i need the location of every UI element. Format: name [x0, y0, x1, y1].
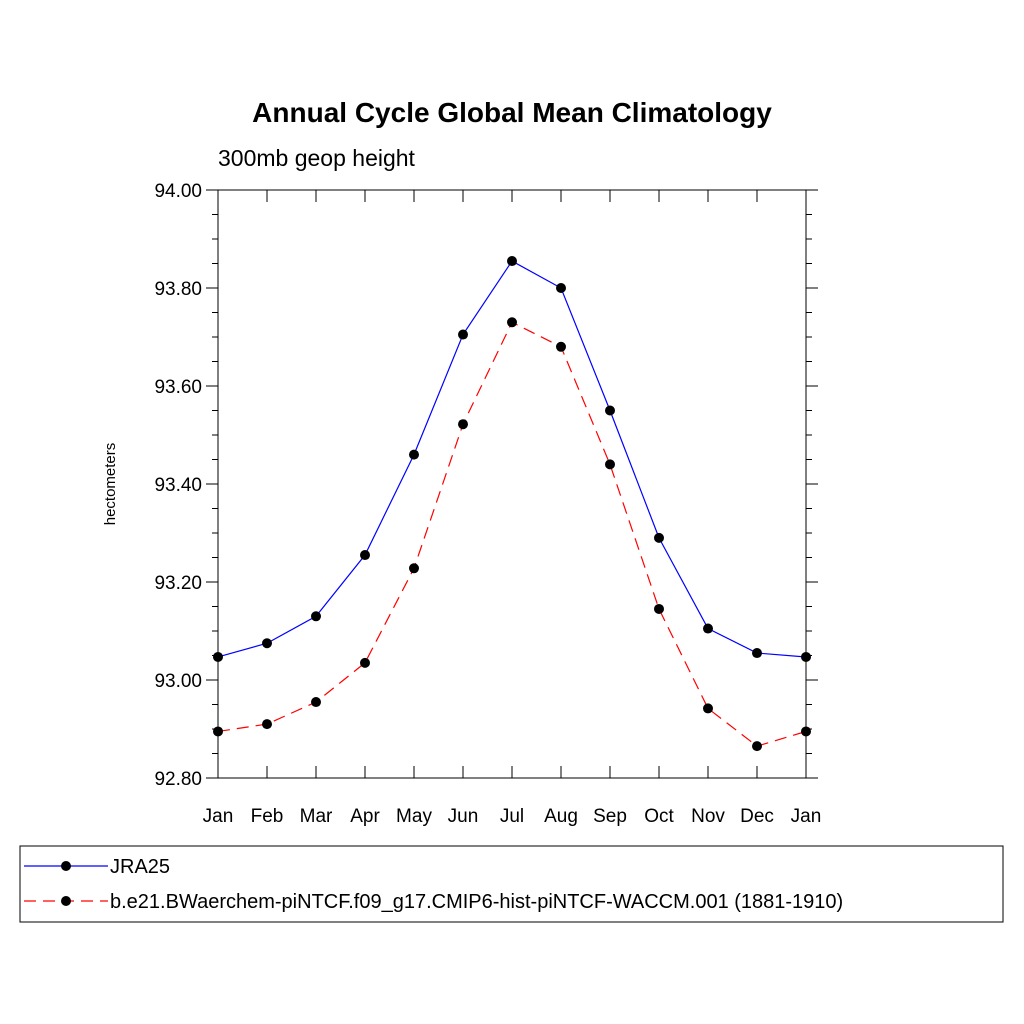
series-1-point [311, 611, 321, 622]
series-1-point [262, 638, 272, 649]
axis-ticks [206, 189, 818, 779]
series-2-point [458, 419, 468, 430]
series-1-point [801, 651, 811, 662]
series-1-point [654, 532, 664, 543]
series-1-point [752, 648, 762, 659]
series-layer [213, 256, 811, 752]
chart-title: Annual Cycle Global Mean Climatology [252, 97, 772, 128]
series-2-point [556, 341, 566, 352]
series-2-point [752, 741, 762, 752]
legend: JRA25 b.e21.BWaerchem-piNTCF.f09_g17.CMIP… [24, 856, 843, 913]
series-1-point [507, 256, 517, 267]
y-tick-label: 93.80 [154, 279, 202, 300]
x-tick-label: Sep [593, 806, 627, 827]
series-2-point [262, 719, 272, 730]
y-tick-label: 93.20 [154, 573, 202, 594]
series-1-point [409, 449, 419, 460]
series-1-point [556, 283, 566, 293]
series-1-point [458, 329, 468, 340]
legend-marker-2 [61, 896, 71, 906]
series-1-point [703, 623, 713, 634]
x-tick-label: May [396, 806, 432, 827]
legend-label-1: JRA25 [110, 856, 170, 878]
series-line-2 [217, 321, 807, 747]
series-1-point [605, 405, 615, 416]
x-tick-label: Oct [644, 806, 674, 827]
legend-marker-1 [61, 861, 71, 871]
y-tick-label: 93.40 [154, 475, 202, 496]
series-1-point [360, 550, 370, 561]
series-2-point [605, 459, 615, 470]
y-tick-labels: 92.80 93.00 93.20 93.40 93.60 93.80 94.00 [154, 181, 202, 790]
series-2-point [409, 563, 419, 574]
y-tick-label: 93.60 [154, 377, 202, 398]
x-tick-label: Jun [448, 806, 479, 827]
x-tick-label: Dec [740, 806, 774, 827]
legend-label-2: b.e21.BWaerchem-piNTCF.f09_g17.CMIP6-his… [110, 891, 843, 913]
series-2-point [213, 726, 223, 737]
x-tick-label: Jan [791, 806, 822, 827]
legend-box [19, 845, 1004, 923]
y-tick-label: 93.00 [154, 671, 202, 692]
chart-subtitle: 300mb geop height [218, 145, 416, 171]
x-tick-label: Aug [544, 806, 578, 827]
series-2-point [703, 703, 713, 714]
series-2-point [360, 657, 370, 668]
y-axis-label: hectometers [102, 443, 119, 526]
x-tick-label: Mar [300, 806, 333, 827]
y-tick-label: 94.00 [154, 181, 202, 202]
x-tick-label: Jul [500, 806, 524, 827]
x-tick-label: Feb [251, 806, 284, 827]
plot-frame [217, 189, 807, 779]
x-tick-label: Jan [203, 806, 234, 827]
series-1-point [213, 651, 223, 662]
x-tick-label: Apr [350, 806, 380, 827]
series-2-point [654, 603, 664, 614]
series-2-point [801, 726, 811, 737]
x-tick-labels: Jan Feb Mar Apr May Jun Jul Aug Sep Oct Nov Dec Jan [203, 806, 822, 827]
series-2-point [507, 317, 517, 328]
series-2-point [311, 697, 321, 708]
y-tick-label: 92.80 [154, 769, 202, 790]
x-tick-label: Nov [691, 806, 725, 827]
